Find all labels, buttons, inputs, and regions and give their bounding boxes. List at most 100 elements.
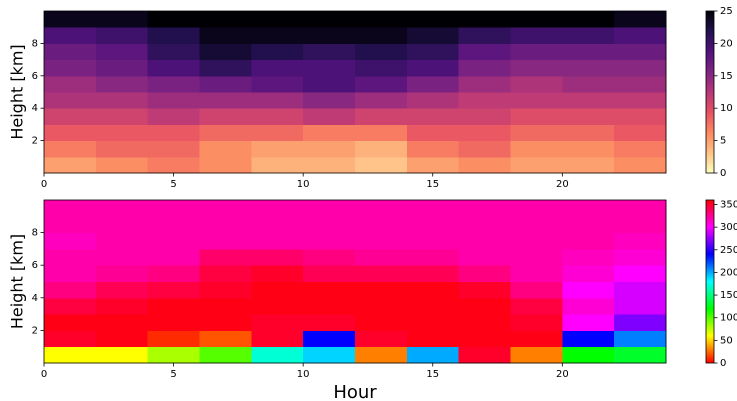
heatmap-cell: [147, 11, 200, 28]
heatmap-cell: [510, 248, 563, 266]
heatmap-cell: [510, 108, 563, 125]
heatmap-cell: [406, 232, 460, 250]
heatmap-cell: [458, 248, 511, 266]
heatmap-cell: [251, 265, 304, 282]
heatmap-cell: [458, 27, 511, 44]
heatmap-cell: [95, 27, 149, 44]
heatmap-cell: [44, 265, 97, 282]
heatmap-cell: [510, 75, 563, 93]
x-tick-label: 5: [170, 369, 176, 380]
heatmap-cell: [44, 75, 97, 93]
heatmap-cell: [95, 43, 149, 61]
heatmap-cell: [44, 59, 97, 77]
heatmap-cell: [147, 156, 200, 174]
y-tick-label: 2: [32, 325, 38, 336]
heatmap-cell: [562, 11, 615, 28]
heatmap-cell: [251, 140, 304, 158]
heatmap-cell: [251, 11, 304, 28]
heatmap-cell: [614, 140, 667, 158]
heatmap-cell: [510, 330, 563, 348]
heatmap-cell: [562, 108, 615, 125]
heatmap-cell: [147, 248, 200, 266]
heatmap-cell: [199, 11, 252, 28]
heatmap-cell: [458, 346, 511, 364]
heatmap-cell: [95, 124, 149, 142]
heatmap-cell: [251, 330, 304, 348]
heatmap-cell: [147, 108, 200, 125]
heatmap-cell: [614, 59, 667, 77]
heatmap-cell: [199, 27, 252, 44]
heatmap-cell: [251, 43, 304, 61]
heatmap-cell: [510, 346, 563, 364]
heatmap-cell: [251, 248, 304, 266]
heatmap-cell: [458, 75, 511, 93]
heatmap-cell: [355, 314, 408, 331]
heatmap-cell: [303, 330, 356, 348]
heatmap-cell: [458, 140, 511, 158]
heatmap-cell: [355, 265, 408, 282]
heatmap-cell: [147, 281, 200, 299]
colorbar-tick-label: 200: [720, 267, 737, 278]
heatmap-cell: [355, 281, 408, 299]
heatmap-cell: [95, 200, 149, 217]
heatmap-cell: [251, 27, 304, 44]
heatmap-cell: [510, 27, 563, 44]
heatmap-cell: [44, 232, 97, 250]
y-tick-label: 4: [32, 293, 38, 304]
heatmap-cell: [562, 43, 615, 61]
heatmap-cell: [406, 248, 460, 266]
heatmap-cell: [510, 156, 563, 174]
heatmap-cell: [147, 265, 200, 282]
heatmap-cell: [199, 108, 252, 125]
heatmap-cells: [44, 200, 667, 364]
heatmap-cell: [147, 75, 200, 93]
heatmap-cell: [147, 140, 200, 158]
y-axis-label: Height [km]: [8, 234, 27, 329]
heatmap-cell: [510, 265, 563, 282]
heatmap-cell: [562, 281, 615, 299]
heatmap-cell: [614, 346, 667, 364]
heatmap-cell: [355, 124, 408, 142]
heatmap-cell: [303, 232, 356, 250]
heatmap-cell: [406, 75, 460, 93]
heatmap-cell: [303, 346, 356, 364]
heatmap-cell: [562, 200, 615, 217]
heatmap-cell: [303, 297, 356, 315]
heatmap-cell: [406, 216, 460, 234]
heatmap-cell: [355, 216, 408, 234]
x-tick-label: 10: [297, 369, 310, 380]
heatmap-cell: [44, 92, 97, 109]
heatmap-cell: [95, 330, 149, 348]
heatmap-cell: [562, 156, 615, 174]
colorbar: [705, 10, 715, 174]
colorbar-tick-label: 10: [720, 103, 733, 114]
colorbar-tick-label: 250: [720, 245, 737, 256]
heatmap-cell: [406, 108, 460, 125]
colorbar-tick-label: 300: [720, 222, 737, 233]
heatmap-cell: [458, 265, 511, 282]
heatmap-cell: [510, 124, 563, 142]
heatmap-cell: [355, 200, 408, 217]
heatmap-cell: [199, 156, 252, 174]
heatmap-cell: [95, 156, 149, 174]
heatmap-cell: [614, 75, 667, 93]
heatmap-cell: [355, 330, 408, 348]
heatmap-cell: [458, 281, 511, 299]
x-tick-label: 20: [556, 369, 569, 380]
heatmap-cell: [562, 27, 615, 44]
heatmap-cell: [562, 265, 615, 282]
heatmap-cell: [95, 232, 149, 250]
heatmap-cell: [510, 314, 563, 331]
heatmap-cell: [614, 216, 667, 234]
heatmap-cell: [614, 27, 667, 44]
heatmap-cell: [355, 11, 408, 28]
heatmap-cell: [614, 43, 667, 61]
heatmap-cell: [458, 232, 511, 250]
heatmap-cell: [147, 330, 200, 348]
heatmap-cell: [355, 59, 408, 77]
heatmap-cell: [406, 59, 460, 77]
heatmap-cell: [355, 248, 408, 266]
heatmap-cell: [44, 27, 97, 44]
heatmap-cell: [199, 59, 252, 77]
